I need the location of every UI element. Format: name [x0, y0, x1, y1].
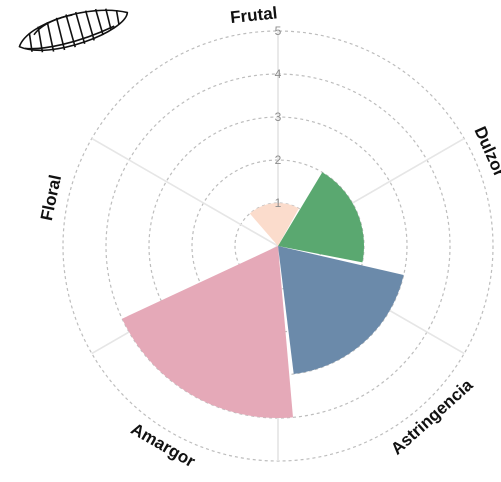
category-label-frutal: Frutal — [229, 3, 278, 27]
category-label-floral: Floral — [37, 173, 65, 222]
r-tick-label: 3 — [275, 110, 282, 124]
wedge-frutal — [249, 203, 299, 246]
r-tick-label: 4 — [275, 67, 282, 81]
wedge-astringencia — [278, 246, 404, 375]
r-tick-label: 2 — [275, 153, 282, 167]
radial-tick-labels: 1 2 3 4 5 — [275, 24, 282, 210]
r-tick-label: 5 — [275, 24, 282, 38]
wedges — [122, 172, 404, 418]
category-label-amargor: Amargor — [128, 419, 199, 471]
wedge-dulzor — [278, 172, 364, 263]
r-tick-label: 1 — [275, 196, 282, 210]
category-label-dulzor: Dulzor — [471, 124, 501, 180]
wedge-amargor — [122, 246, 293, 418]
cacao-pod-icon — [18, 8, 129, 53]
category-label-astringencia: Astringencia — [387, 375, 477, 458]
